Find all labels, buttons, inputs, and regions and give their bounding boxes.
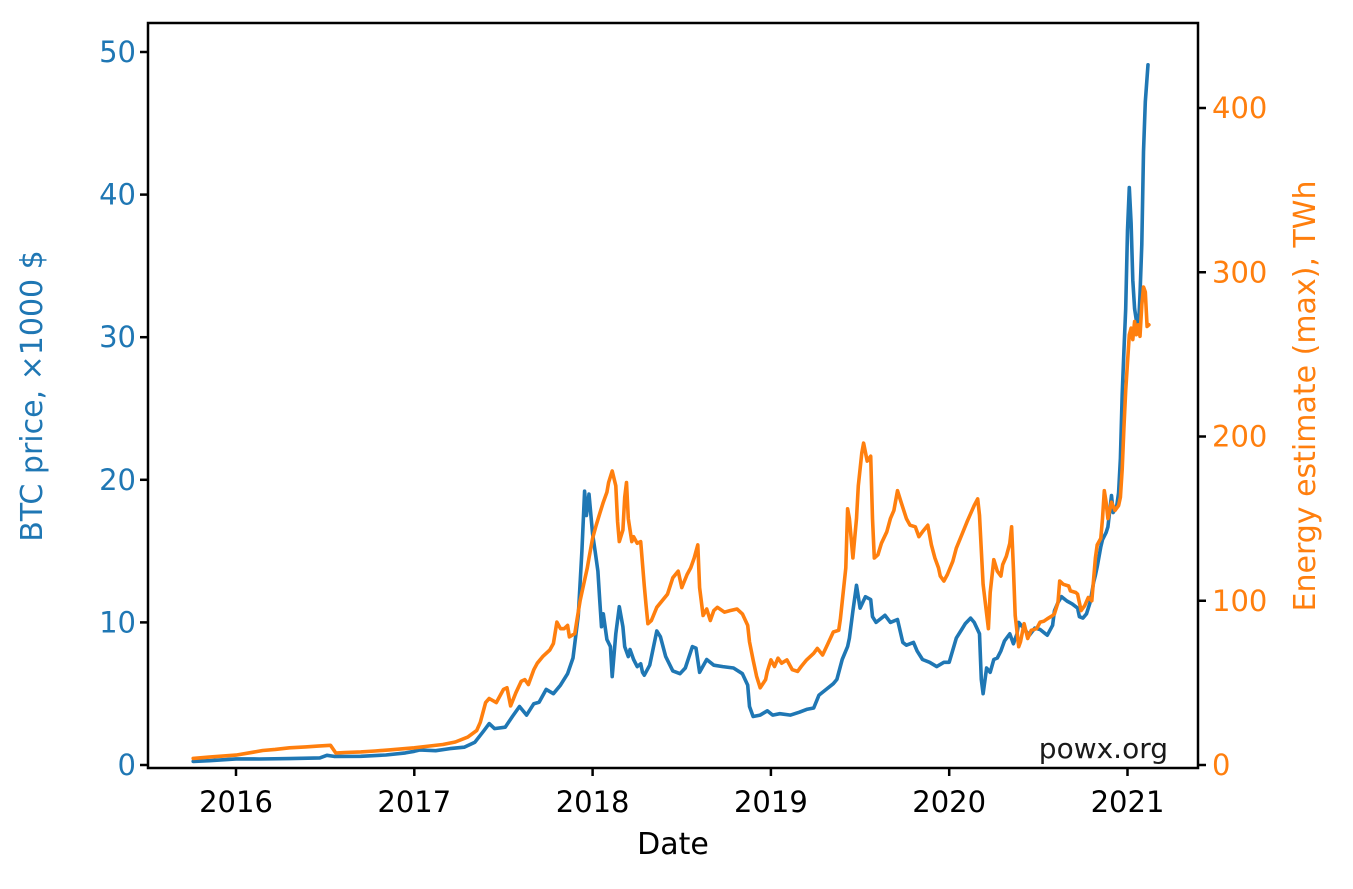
right-axis-label: Energy estimate (max), TWh (1288, 181, 1323, 612)
right-axis-tick-labels: 0 100 200 300 400 (1212, 91, 1267, 782)
x-tick-label: 2018 (556, 785, 630, 819)
x-tick-label: 2020 (912, 785, 986, 819)
left-tick-label: 0 (118, 748, 136, 782)
right-tick-label: 0 (1212, 748, 1230, 782)
left-tick-label: 40 (99, 178, 136, 212)
plot-border (146, 21, 1200, 770)
left-axis-label: BTC price, ×1000 $ (15, 250, 50, 541)
left-axis-ticks (140, 50, 148, 767)
x-tick-label: 2016 (199, 785, 273, 819)
right-tick-label: 100 (1212, 584, 1267, 618)
left-tick-label: 10 (99, 605, 136, 639)
right-tick-label: 400 (1212, 91, 1267, 125)
left-tick-label: 20 (99, 463, 136, 497)
x-axis-label: Date (637, 827, 709, 862)
right-tick-label: 200 (1212, 420, 1267, 454)
x-tick-label: 2017 (377, 785, 451, 819)
energy-estimate-line (191, 285, 1151, 761)
watermark-powx-org: powx.org (1039, 732, 1168, 765)
right-tick-label: 300 (1212, 255, 1267, 289)
x-axis-ticks (234, 768, 1129, 776)
left-axis-tick-labels: 0 10 20 30 40 50 (99, 35, 136, 782)
x-tick-label: 2019 (734, 785, 808, 819)
x-axis-tick-labels: 2016 2017 2018 2019 2020 2021 (199, 785, 1164, 819)
left-tick-label: 50 (99, 35, 136, 69)
x-tick-label: 2021 (1091, 785, 1165, 819)
btc-price-line (191, 63, 1150, 764)
left-tick-label: 30 (99, 320, 136, 354)
series-lines (191, 63, 1151, 764)
right-axis-ticks (1198, 106, 1206, 767)
